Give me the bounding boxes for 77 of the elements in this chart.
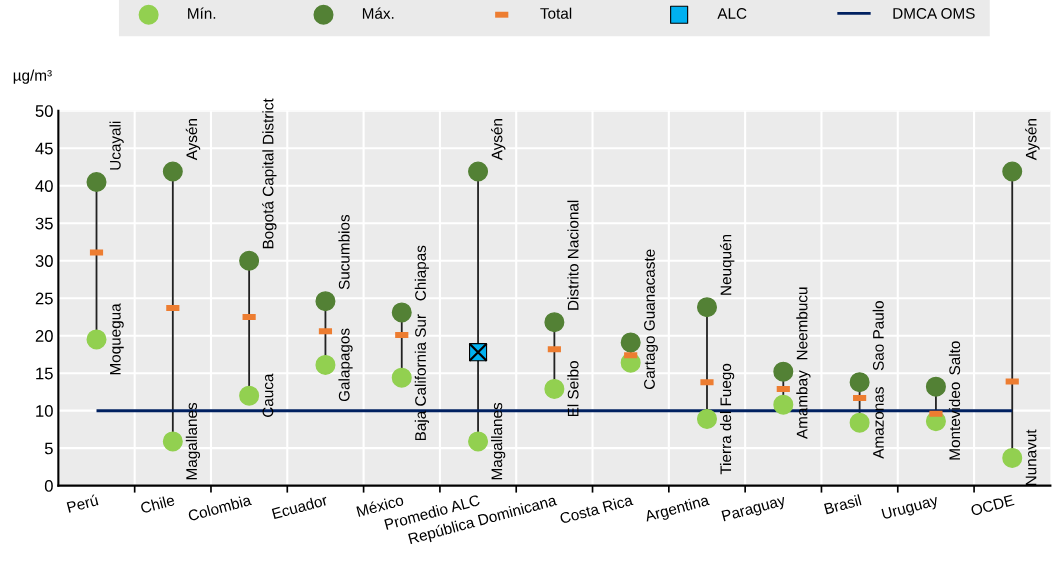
annotation: Tierra del Fuego [719,363,735,475]
point [1002,161,1023,182]
point [86,171,107,192]
annotation: Guanacaste [644,249,655,331]
y-tick-label: 25 [35,292,53,305]
y-tick-label: 50 [35,105,53,117]
point [162,431,183,452]
legend-label: DMCA OMS [893,8,975,19]
annotation: Cartago [644,336,658,390]
x-tick-label: Colombia [187,493,253,522]
y-tick-label: 30 [35,255,53,267]
point [544,378,565,399]
point [239,250,260,271]
y-tick-label: 40 [35,180,53,192]
annotation: Sao Paulo [872,301,884,371]
x-tick-label: OCDE [970,494,1015,517]
annotation: Distrito Nacional [567,200,579,310]
annotation: Magallanes [185,402,201,480]
y-tick-label: 20 [35,330,53,342]
annotation: Chiapas [414,245,429,301]
annotation: Aysén [491,119,506,161]
point [468,431,489,452]
point [239,385,260,406]
x-tick-label: Ecuador [271,494,329,520]
y-tick-label: 45 [35,142,53,155]
annotation: Aysén [1025,119,1040,161]
point [849,372,870,393]
point [696,297,718,318]
annotation: Salto [948,341,961,375]
legend-label: Total [540,7,572,19]
annotation: Neuquén [719,234,735,295]
point [162,161,183,182]
annotation: Amazonas [873,387,884,459]
point [1002,447,1023,468]
annotation: Galapagos [338,328,353,402]
point [620,332,641,353]
annotation: Cauca [262,373,274,417]
x-tick-label: Brasil [823,494,862,515]
y-tick-label: 5 [44,442,53,455]
x-tick-label: Uruguay [881,494,940,523]
point [86,329,107,350]
point [391,367,412,388]
y-axis-title: µg/m³ [13,69,52,84]
annotation: Baja California Sur [414,314,429,441]
point [849,412,870,433]
annotation: Magallanes [491,402,506,480]
y-tick-label: 0 [44,480,53,492]
annotation: Montevideo [948,382,961,460]
point [315,291,336,312]
annotation: Sucumbios [338,214,350,290]
point [315,354,336,375]
point [773,361,794,382]
x-tick-label: Costa Rica [559,493,634,524]
y-tick-label: 10 [36,405,53,417]
x-tick-label: Perú [66,494,99,513]
x-tick-label: Paraguay [721,494,787,525]
x-tick-label: Chile [139,494,176,514]
annotation: El Seibo [567,361,579,417]
annotation: Nunavut [1025,429,1037,486]
annotation: Bogotá Capital District [262,98,277,249]
point [696,408,718,429]
x-tick-label: Argentina [643,493,711,525]
point [468,161,489,182]
annotation: Amambay [796,370,811,440]
annotation: Ucayali [109,121,124,170]
point [773,394,794,415]
legend-label: Mín. [188,7,216,19]
y-tick-label: 35 [35,217,53,230]
annotation: Neembucu [796,287,808,360]
point [544,312,565,333]
annotation: Moquegua [110,303,124,375]
legend-label: ALC [717,8,747,19]
point [925,376,946,397]
legend-label: Máx. [362,7,394,19]
annotation: Aysén [185,119,201,161]
point [391,302,412,323]
y-tick-label: 15 [36,367,53,380]
